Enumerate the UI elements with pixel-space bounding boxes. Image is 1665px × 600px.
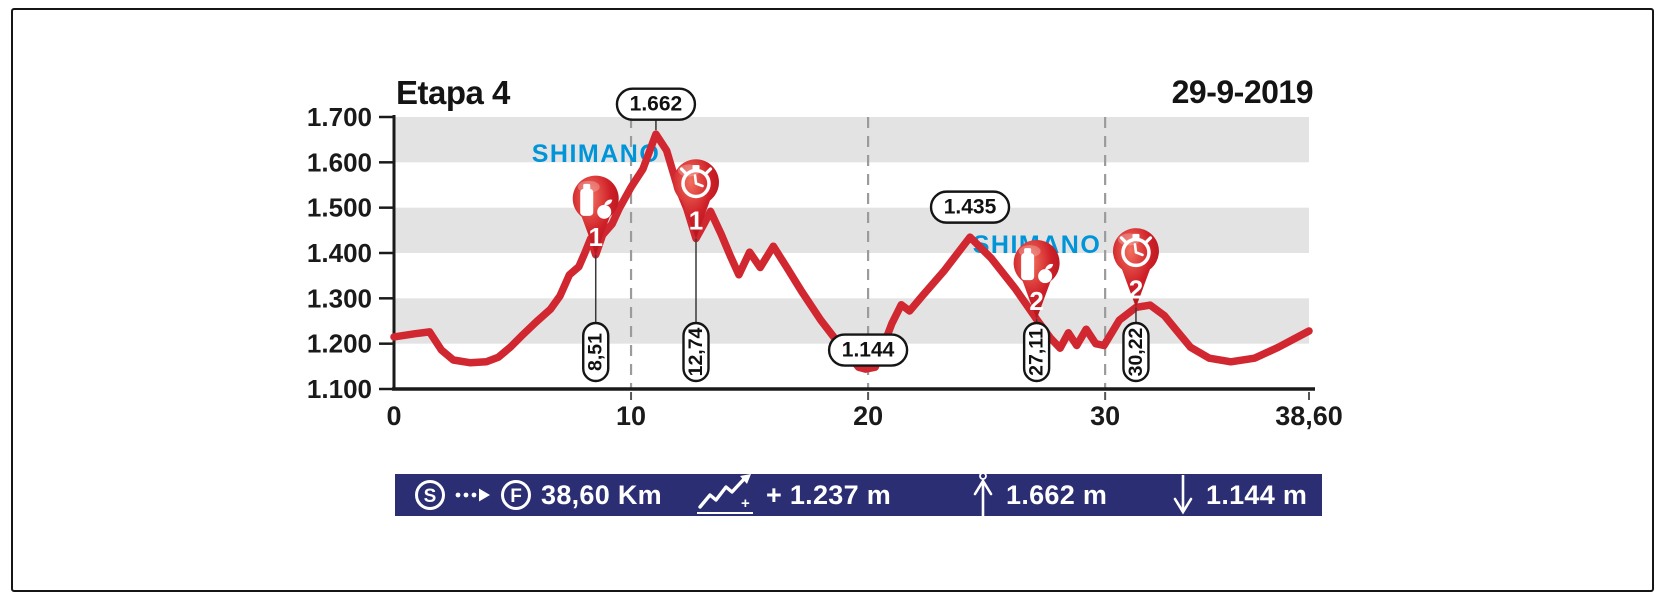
elevation-point-pill <box>827 333 909 367</box>
stopwatch-hands-glyph <box>1133 243 1144 257</box>
elevation-point-label: 1.435 <box>944 196 997 219</box>
stopwatch-pin-icon: 2 <box>1112 228 1159 308</box>
marker-km-pill <box>582 321 610 383</box>
stopwatch-crown-glyph <box>692 164 700 171</box>
arrow-dot <box>471 492 477 498</box>
apple-leaf-glyph <box>604 199 613 206</box>
apple-glyph <box>597 204 612 219</box>
arrow-dot <box>463 492 469 498</box>
x-tick-label: 10 <box>616 401 646 431</box>
down-arrow-head <box>1173 497 1193 515</box>
y-tick-label: 1.100 <box>307 374 372 404</box>
apple-glyph <box>1038 269 1053 284</box>
y-tick-label: 1.700 <box>307 102 372 132</box>
start-icon: S <box>415 480 445 510</box>
elevation-profile-line <box>390 130 1313 373</box>
stopwatch-button-glyph <box>1119 236 1128 244</box>
y-tick-label: 1.200 <box>307 329 372 359</box>
grid-band <box>395 117 1309 163</box>
y-tick-label: 1.400 <box>307 238 372 268</box>
min-altitude-group: 1.144 m <box>1171 474 1307 516</box>
finish-circle <box>501 480 531 510</box>
finish-icon: F <box>501 480 531 510</box>
bottle-cap-glyph <box>583 183 591 190</box>
marker-km-pill <box>682 321 710 383</box>
arrow-head <box>479 488 490 502</box>
elevation-point-label: 1.144 <box>842 339 895 362</box>
bottle-cap-glyph <box>1024 248 1032 255</box>
stage-title: Etapa 4 <box>396 74 510 111</box>
apple-leaf-glyph <box>1045 263 1054 270</box>
distance-group: S F 38,60 Km <box>413 474 662 516</box>
bottle-glyph <box>1021 253 1035 281</box>
elevation-point-pill <box>615 87 697 121</box>
feed-station-pin-icon: 2 <box>1013 239 1060 320</box>
pin-number: 1 <box>588 222 602 252</box>
start-letter: S <box>424 486 437 507</box>
x-tick-label: 38,60 <box>1275 401 1343 431</box>
bottle-glyph <box>580 188 594 216</box>
stage-date: 29-9-2019 <box>1171 74 1314 110</box>
feed-station-pin-icon: 1 <box>572 175 619 255</box>
dotted-arrow-icon <box>455 488 490 502</box>
climb-plus-sign: + <box>741 495 750 512</box>
grid-band <box>395 207 1309 253</box>
max-altitude-value: 1.662 m <box>1006 479 1108 510</box>
max-altitude-group: 1.662 m <box>971 472 1108 518</box>
marker-km-pill <box>1122 321 1150 383</box>
y-tick-label: 1.300 <box>307 283 372 313</box>
marker-km-label: 27,11 <box>1026 328 1048 376</box>
stopwatch-hands-glyph <box>693 174 704 188</box>
summit-dot <box>979 472 987 480</box>
marker-km-label: 12,74 <box>685 327 707 376</box>
stopwatch-button-glyph <box>679 167 688 175</box>
pin-number: 2 <box>1129 274 1143 304</box>
stage-summary-bar: S F 38,60 Km + + 1.237 m <box>395 472 1322 518</box>
stopwatch-crown-glyph <box>1132 233 1140 240</box>
pin-number: 1 <box>689 205 703 235</box>
y-tick-label: 1.500 <box>307 193 372 223</box>
y-tick-label: 1.600 <box>307 147 372 177</box>
up-arrow-head <box>973 478 993 496</box>
x-tick-label: 20 <box>853 401 883 431</box>
finish-letter: F <box>510 486 522 507</box>
pin-number: 2 <box>1029 286 1043 316</box>
min-altitude-icon <box>1173 475 1193 515</box>
stopwatch-button-glyph <box>704 167 713 175</box>
shimano-logo: SHIMANO <box>532 140 661 168</box>
elevation-point-label: 1.662 <box>630 93 683 116</box>
stopwatch-button-glyph <box>1144 236 1153 244</box>
elevation-point-pill <box>929 190 1011 224</box>
climb-arrow-head <box>740 474 751 484</box>
ascent-group: + + 1.237 m <box>695 474 891 516</box>
x-tick-label: 0 <box>386 401 401 431</box>
start-circle <box>415 480 445 510</box>
climb-icon: + <box>697 474 753 514</box>
climb-zigzag <box>698 476 747 509</box>
x-tick-label: 30 <box>1090 401 1120 431</box>
marker-km-label: 30,22 <box>1125 327 1147 376</box>
min-altitude-value: 1.144 m <box>1206 479 1308 510</box>
arrow-dot <box>455 492 461 498</box>
marker-km-label: 8,51 <box>585 333 607 371</box>
stopwatch-pin-icon: 1 <box>672 159 719 239</box>
marker-km-pill <box>1022 321 1051 383</box>
max-altitude-icon <box>973 472 993 518</box>
total-ascent-value: + 1.237 m <box>766 479 892 510</box>
total-distance-value: 38,60 Km <box>541 479 662 510</box>
